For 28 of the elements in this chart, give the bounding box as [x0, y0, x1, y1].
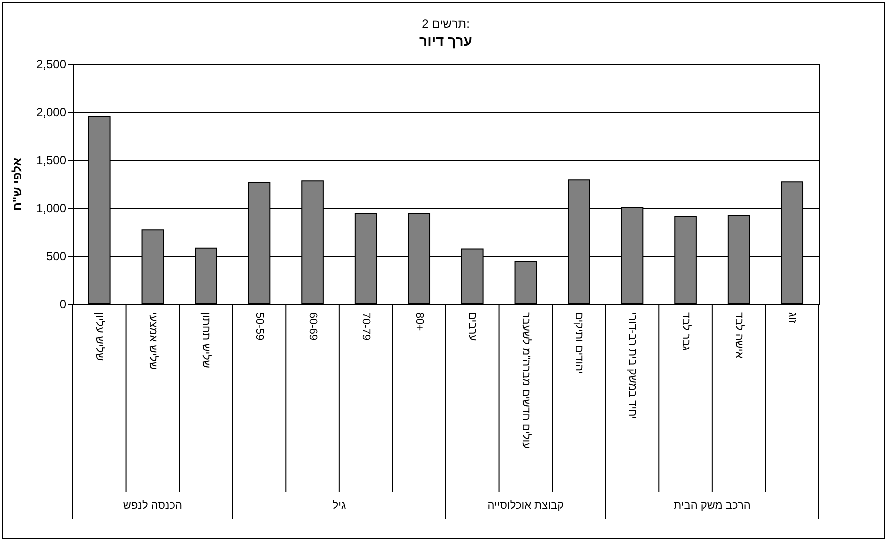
x-tick-label: זוג [786, 312, 798, 324]
x-tick-label: יחיד במשק בית רב-דורי [626, 312, 638, 420]
chart-title: ערך דיור [420, 33, 472, 49]
y-tick-label: 2,000 [36, 106, 67, 120]
x-tick-label: 80+ [413, 312, 426, 332]
y-tick-label: 500 [46, 250, 67, 264]
x-tick-label: ערבים [466, 312, 479, 342]
y-axis-title: אלפי ש"ח [10, 158, 24, 212]
chart-subtitle: תרשים 2: [422, 17, 470, 31]
x-tick-label: גבר לבד [680, 312, 692, 352]
x-tick-label: 60-69 [306, 312, 319, 341]
y-tick-label: 1,500 [36, 154, 67, 168]
x-tick-label: שליש אמצעי [146, 312, 159, 370]
text: קבוצת אוכלוסייה [488, 500, 564, 512]
x-tick-label: שליש עליון [94, 312, 106, 362]
y-tick-label: 2,500 [36, 58, 67, 72]
text: הכנסה לנפש [123, 500, 182, 512]
x-tick-label: שליש תחתון [200, 312, 212, 368]
y-tick-label: 1,000 [36, 202, 67, 216]
bar [514, 261, 538, 304]
x-tick-label: יהודים ותיקים [573, 312, 586, 374]
text: גיל [332, 500, 346, 512]
x-tick-label: 70-79 [360, 312, 372, 341]
y-tick-label: 0 [60, 298, 67, 312]
x-tick-label: עולים חדשים מברה"מ לשעבר [520, 312, 532, 450]
x-tick-label: אישה לבד [733, 312, 746, 359]
text: הרכב משק הבית [674, 500, 751, 512]
x-tick-label: 50-59 [254, 312, 266, 341]
